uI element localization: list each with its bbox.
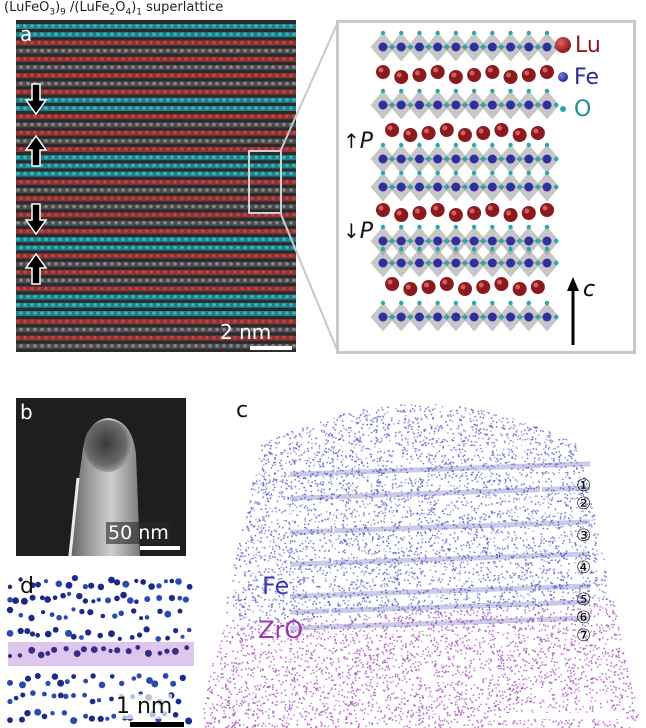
scalebar-label-d: 1 nm — [116, 694, 173, 719]
atom-map-panel: d 1 nm — [0, 570, 200, 728]
panel-a-label: a — [20, 22, 33, 46]
scalebar-c — [502, 713, 624, 719]
layer-marker-3: ③ — [576, 526, 592, 546]
lattice-row — [16, 188, 296, 193]
panel-c-label: c — [236, 398, 249, 423]
stem-image-panel: a 2 nm — [16, 20, 296, 352]
lattice-row — [16, 237, 296, 243]
scalebar-b — [140, 546, 180, 550]
lattice-row — [16, 106, 296, 111]
lattice-row — [16, 32, 296, 38]
panel-d-label: d — [20, 574, 34, 599]
lattice-row — [16, 130, 296, 136]
lattice-row — [16, 253, 296, 259]
highlight-band — [8, 642, 194, 666]
lu-atom-icon — [555, 37, 571, 53]
legend-item-o: O — [555, 93, 601, 125]
scalebar-d — [130, 722, 184, 727]
lattice-row — [16, 229, 296, 234]
lattice-row — [16, 286, 296, 292]
lattice-row — [16, 204, 296, 210]
layer-marker-2: ② — [576, 494, 592, 514]
legend: Lu Fe O — [555, 29, 601, 125]
lattice-row — [16, 138, 296, 144]
scalebar-label-b: 50 nm — [106, 522, 171, 544]
lattice-row — [16, 220, 296, 226]
polarization-up-label: ↑P — [343, 129, 374, 154]
polarization-arrow-up — [24, 134, 48, 167]
legend-item-lu: Lu — [555, 29, 601, 61]
lattice-row — [16, 270, 296, 275]
scalebar — [250, 346, 292, 350]
o-atom-icon — [560, 106, 566, 112]
lattice-row — [16, 97, 296, 103]
fe-label: Fe — [262, 572, 290, 600]
apt-point-cloud — [203, 403, 639, 728]
lattice-row — [16, 196, 296, 202]
layer-marker-7: ⑦ — [576, 626, 592, 646]
lattice-row — [16, 311, 296, 316]
lattice-row — [16, 327, 296, 333]
lattice-row — [16, 163, 296, 169]
crystal-structure-inset: Lu Fe O ↑P ↓P c — [336, 20, 636, 354]
lattice-row — [16, 212, 296, 218]
lattice-row — [16, 155, 296, 161]
scalebar-label: 2 nm — [220, 320, 272, 344]
lattice-row — [16, 302, 296, 308]
scalebar-label-c: 20 nm — [532, 684, 609, 712]
lattice-row — [16, 147, 296, 152]
sem-tip-panel: b 50 nm — [16, 398, 186, 556]
roi-box — [328, 446, 544, 634]
c-axis-arrow — [567, 277, 579, 345]
lattice-row — [16, 40, 296, 46]
lattice-row — [16, 294, 296, 300]
legend-label-o: O — [574, 96, 592, 122]
legend-label-lu: Lu — [575, 32, 601, 58]
lattice-row — [16, 171, 296, 177]
lattice-row — [16, 343, 296, 349]
c-axis-label: c — [583, 277, 596, 302]
lattice-row — [16, 48, 296, 54]
polarization-arrow-up — [24, 252, 48, 285]
legend-item-fe: Fe — [555, 61, 601, 93]
polarization-arrow-down — [24, 203, 48, 236]
lattice-row — [16, 73, 296, 79]
stem-lattice-image — [16, 20, 296, 352]
panel-b-label: b — [20, 400, 33, 424]
lattice-row — [16, 278, 296, 284]
lattice-row — [16, 261, 296, 267]
lattice-row — [16, 122, 296, 128]
lattice-row — [16, 245, 296, 251]
lattice-row — [16, 114, 296, 120]
crystal-structure-diagram — [370, 30, 560, 332]
layer-marker-6: ⑥ — [576, 608, 592, 628]
lattice-row — [16, 89, 296, 95]
polarization-down-label: ↓P — [343, 219, 374, 244]
zro-label: ZrO — [258, 616, 304, 644]
atom-map-image — [6, 575, 194, 725]
polarization-arrow-down — [24, 83, 48, 116]
figure-title: (LuFeO3)9 /(LuFe2O4)1 superlattice — [4, 0, 224, 18]
lattice-row — [16, 81, 296, 87]
lattice-row — [16, 56, 296, 62]
polarization-arrows — [24, 83, 48, 285]
layer-marker-4: ④ — [576, 558, 592, 578]
lattice-row — [16, 335, 296, 341]
lattice-row — [16, 65, 296, 70]
lattice-row — [16, 179, 296, 185]
lattice-row — [16, 24, 296, 29]
legend-label-fe: Fe — [574, 64, 599, 90]
layer-marker-5: ⑤ — [576, 590, 592, 610]
lattice-row — [16, 319, 296, 325]
fe-atom-icon — [558, 72, 568, 82]
layer-marker-1: ① — [576, 476, 592, 496]
zoom-region-box — [248, 150, 282, 214]
